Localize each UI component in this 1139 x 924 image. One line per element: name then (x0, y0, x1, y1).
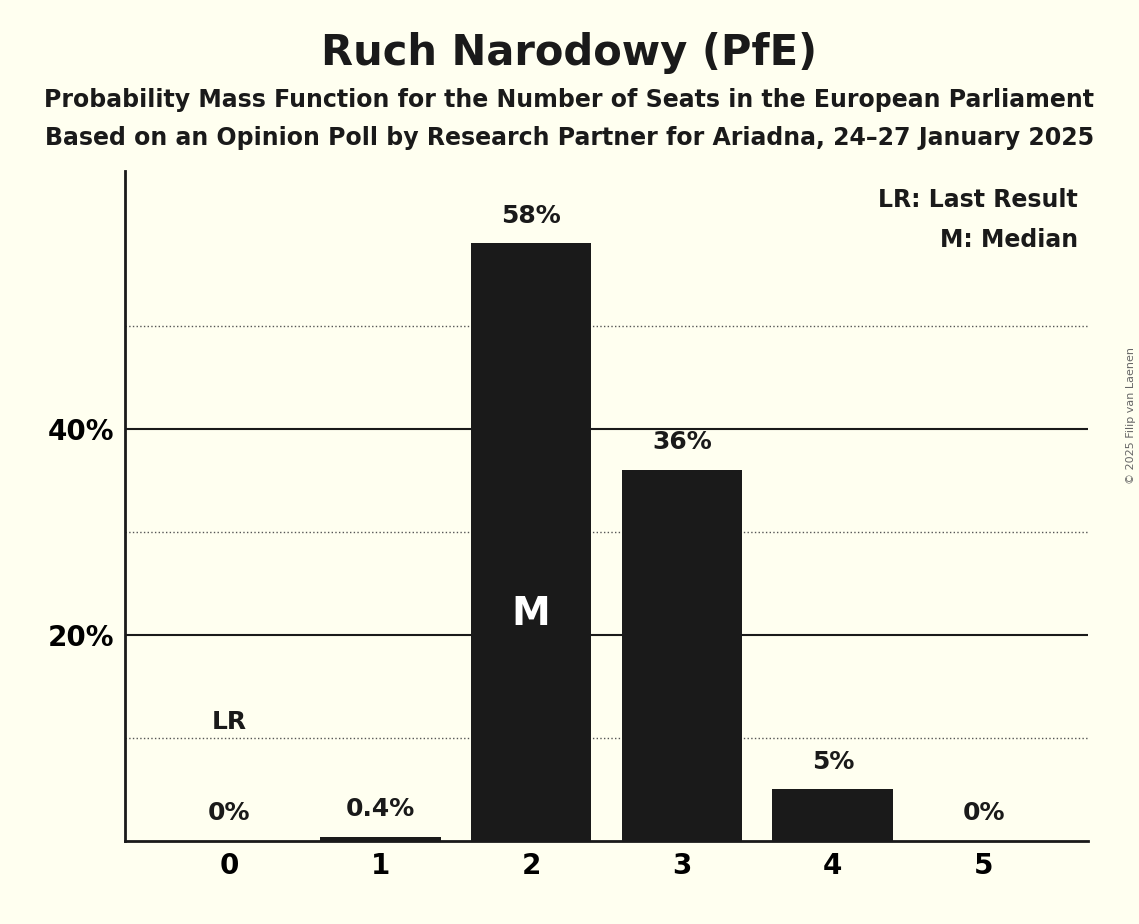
Bar (470, 243, 591, 841)
Text: 0.4%: 0.4% (345, 797, 415, 821)
Text: LR: LR (212, 711, 247, 735)
Text: 36%: 36% (652, 431, 712, 455)
Text: Based on an Opinion Poll by Research Partner for Ariadna, 24–27 January 2025: Based on an Opinion Poll by Research Par… (44, 126, 1095, 150)
Text: 58%: 58% (501, 203, 562, 227)
Bar (320, 837, 441, 841)
Text: 5%: 5% (812, 750, 854, 774)
Text: © 2025 Filip van Laenen: © 2025 Filip van Laenen (1126, 347, 1136, 484)
Text: M: M (511, 595, 550, 633)
Text: Ruch Narodowy (PfE): Ruch Narodowy (PfE) (321, 32, 818, 74)
Bar (622, 469, 743, 841)
Text: 0%: 0% (208, 801, 251, 825)
Text: 0%: 0% (962, 801, 1005, 825)
Text: LR: Last Result: LR: Last Result (878, 188, 1079, 212)
Bar (772, 789, 893, 841)
Text: M: Median: M: Median (940, 228, 1079, 252)
Text: Probability Mass Function for the Number of Seats in the European Parliament: Probability Mass Function for the Number… (44, 88, 1095, 112)
